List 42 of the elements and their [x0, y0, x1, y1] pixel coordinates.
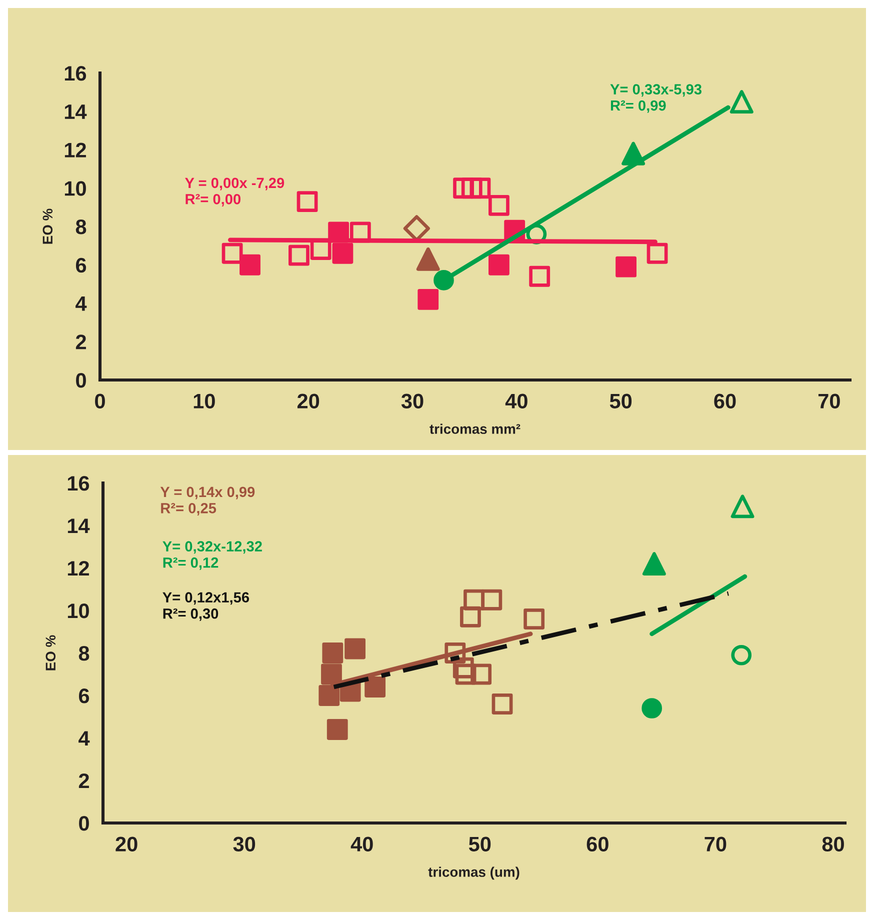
x-tick-label: 80 — [822, 836, 844, 852]
y-tick-label: 2 — [76, 334, 86, 350]
y-tick-label: 8 — [76, 220, 86, 234]
x-tick-label: 70 — [704, 836, 726, 852]
x-tick-label: 20 — [297, 394, 320, 408]
y-tick-label: 6 — [78, 688, 90, 704]
x-tick-label: 10 — [194, 394, 215, 408]
x-tick-label: 30 — [233, 836, 256, 852]
text: Y= 0,32x-12,32 R²= 0,12 — [162, 541, 262, 570]
y-tick-label: 12 — [64, 142, 86, 158]
y-tick-label: 0 — [79, 816, 89, 831]
text: Y= 0,12x1,56 R²= 0,30 — [162, 592, 250, 621]
x-tick-label: 60 — [714, 394, 736, 408]
y-tick-label: 6 — [76, 258, 86, 273]
y-tick-label: 16 — [64, 66, 86, 81]
text: Y = 0,00x -7,29 R²= 0,00 — [185, 178, 284, 206]
y-tick-label: 12 — [68, 561, 89, 576]
x-tick-label: 30 — [401, 394, 424, 409]
x-tick-label: 0 — [95, 394, 105, 408]
x-tick-label: 40 — [505, 394, 528, 408]
x-axis-title: tricomas (um) — [428, 866, 520, 880]
y-tick-label: 10 — [68, 604, 89, 618]
y-tick-label: 0 — [76, 373, 86, 388]
x-tick-label: 70 — [818, 394, 840, 408]
y-tick-label: 10 — [64, 181, 86, 196]
x-tick-label: 60 — [586, 836, 608, 852]
y-tick-label: 2 — [78, 774, 89, 788]
y-axis-title: EO % — [42, 208, 53, 244]
y-tick-label: 4 — [78, 731, 90, 746]
y-axis-title: EO % — [46, 635, 56, 670]
x-tick-label: 20 — [116, 836, 138, 852]
x-tick-label: 50 — [610, 394, 632, 408]
y-tick-label: 8 — [78, 646, 90, 661]
x-tick-label: 50 — [468, 836, 491, 852]
y-tick-label: 14 — [68, 518, 90, 534]
text: Y = 0,14x 0,99 R²= 0,25 — [160, 486, 255, 516]
x-axis-title: tricomas mm² — [430, 424, 520, 434]
y-tick-label: 16 — [68, 476, 90, 491]
y-tick-label: 4 — [76, 296, 87, 311]
series-label: Y= 0,33x-5,93 R²= 0,99 — [610, 84, 702, 113]
y-tick-label: 14 — [64, 104, 87, 119]
x-tick-label: 40 — [350, 836, 373, 852]
